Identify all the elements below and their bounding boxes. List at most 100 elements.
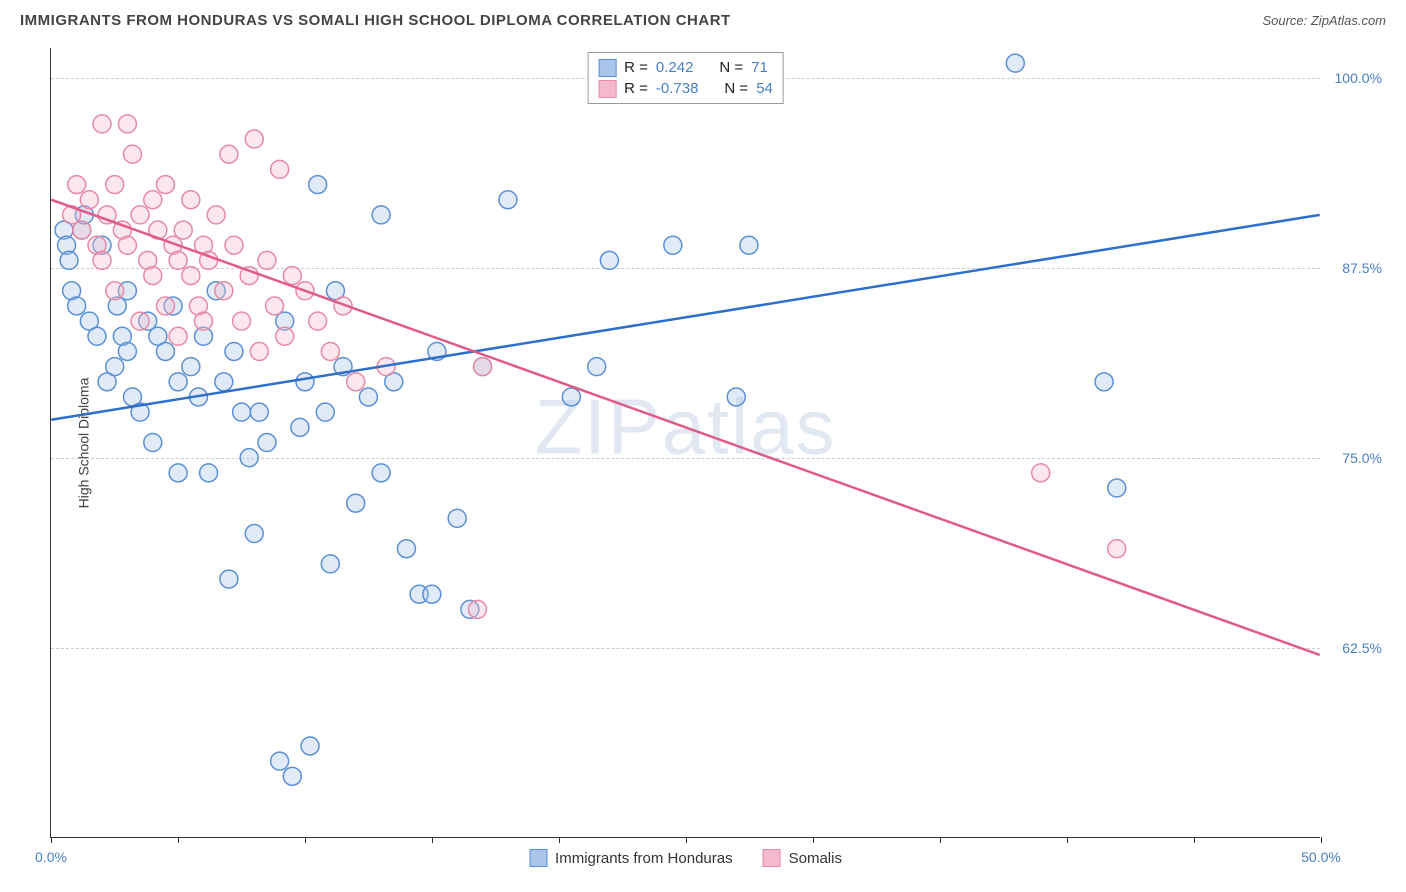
- data-point: [169, 327, 187, 345]
- data-point: [600, 251, 618, 269]
- data-point: [123, 145, 141, 163]
- data-point: [397, 540, 415, 558]
- n-label: N =: [719, 57, 743, 78]
- r-value-1: -0.738: [656, 78, 699, 99]
- data-point: [316, 403, 334, 421]
- y-tick-label: 87.5%: [1342, 260, 1382, 276]
- data-point: [321, 555, 339, 573]
- data-point: [301, 737, 319, 755]
- data-point: [347, 373, 365, 391]
- data-point: [106, 358, 124, 376]
- r-label: R =: [624, 78, 648, 99]
- data-point: [182, 267, 200, 285]
- y-tick-label: 75.0%: [1342, 450, 1382, 466]
- data-point: [182, 358, 200, 376]
- data-point: [296, 373, 314, 391]
- x-tick: [432, 837, 433, 843]
- data-point: [468, 600, 486, 618]
- x-tick: [51, 837, 52, 843]
- legend-bottom-item-1: Somalis: [763, 849, 842, 867]
- x-tick: [813, 837, 814, 843]
- x-tick: [940, 837, 941, 843]
- data-point: [169, 464, 187, 482]
- r-label: R =: [624, 57, 648, 78]
- data-point: [664, 236, 682, 254]
- data-point: [283, 267, 301, 285]
- data-point: [1006, 54, 1024, 72]
- data-point: [207, 206, 225, 224]
- y-tick-label: 100.0%: [1335, 70, 1382, 86]
- data-point: [240, 449, 258, 467]
- data-point: [182, 191, 200, 209]
- data-point: [106, 176, 124, 194]
- x-tick: [1321, 837, 1322, 843]
- data-point: [1108, 540, 1126, 558]
- data-point: [131, 206, 149, 224]
- data-point: [250, 403, 268, 421]
- legend-bottom: Immigrants from Honduras Somalis: [529, 849, 842, 867]
- legend-swatch-somalis: [763, 849, 781, 867]
- n-value-0: 71: [751, 57, 768, 78]
- data-point: [156, 176, 174, 194]
- data-point: [80, 191, 98, 209]
- n-value-1: 54: [756, 78, 773, 99]
- data-point: [156, 342, 174, 360]
- data-point: [258, 434, 276, 452]
- data-point: [740, 236, 758, 254]
- data-point: [372, 464, 390, 482]
- data-point: [73, 221, 91, 239]
- data-point: [225, 236, 243, 254]
- legend-swatch-honduras: [598, 59, 616, 77]
- chart-container: High School Diploma ZIPatlas 62.5%75.0%8…: [50, 48, 1386, 838]
- y-tick-label: 62.5%: [1342, 640, 1382, 656]
- data-point: [169, 373, 187, 391]
- data-point: [220, 570, 238, 588]
- data-point: [233, 403, 251, 421]
- x-tick-label: 0.0%: [35, 849, 67, 865]
- data-point: [727, 388, 745, 406]
- data-point: [118, 342, 136, 360]
- data-point: [321, 342, 339, 360]
- data-point: [271, 160, 289, 178]
- source-label: Source: ZipAtlas.com: [1262, 13, 1386, 28]
- plot-svg: [51, 48, 1320, 837]
- legend-top-row-0: R = 0.242 N = 71: [598, 57, 773, 78]
- data-point: [60, 251, 78, 269]
- data-point: [131, 312, 149, 330]
- data-point: [588, 358, 606, 376]
- legend-top-row-1: R = -0.738 N = 54: [598, 78, 773, 99]
- data-point: [156, 297, 174, 315]
- data-point: [215, 282, 233, 300]
- data-point: [200, 464, 218, 482]
- x-tick: [178, 837, 179, 843]
- data-point: [233, 312, 251, 330]
- data-point: [220, 145, 238, 163]
- data-point: [88, 327, 106, 345]
- data-point: [309, 176, 327, 194]
- trend-line: [51, 200, 1319, 655]
- data-point: [271, 752, 289, 770]
- data-point: [283, 767, 301, 785]
- legend-top: R = 0.242 N = 71 R = -0.738 N = 54: [587, 52, 784, 104]
- data-point: [68, 297, 86, 315]
- data-point: [106, 282, 124, 300]
- chart-title: IMMIGRANTS FROM HONDURAS VS SOMALI HIGH …: [20, 12, 731, 29]
- data-point: [245, 130, 263, 148]
- data-point: [562, 388, 580, 406]
- data-point: [499, 191, 517, 209]
- data-point: [347, 494, 365, 512]
- data-point: [448, 509, 466, 527]
- data-point: [372, 206, 390, 224]
- legend-swatch-honduras: [529, 849, 547, 867]
- data-point: [215, 373, 233, 391]
- x-tick: [1194, 837, 1195, 843]
- data-point: [474, 358, 492, 376]
- legend-swatch-somalis: [598, 80, 616, 98]
- data-point: [266, 297, 284, 315]
- data-point: [144, 191, 162, 209]
- data-point: [225, 342, 243, 360]
- x-tick-label: 50.0%: [1301, 849, 1341, 865]
- r-value-0: 0.242: [656, 57, 694, 78]
- x-tick: [1067, 837, 1068, 843]
- data-point: [118, 115, 136, 133]
